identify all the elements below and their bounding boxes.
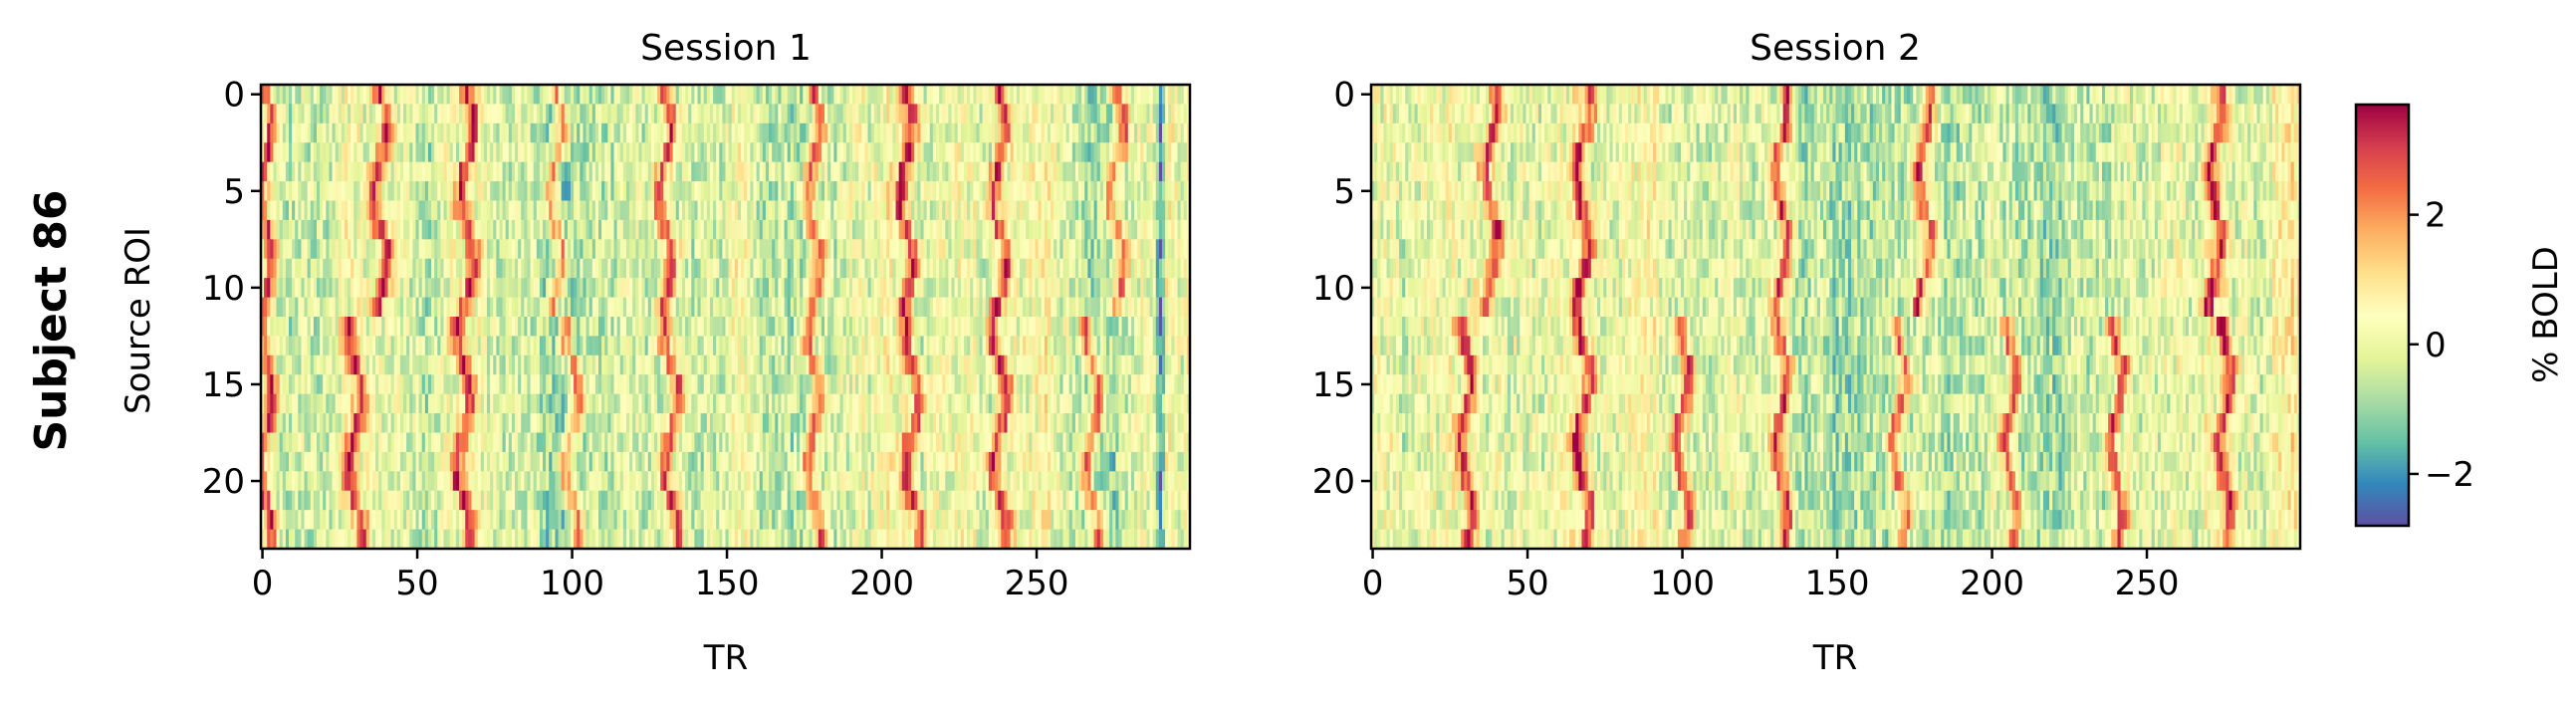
y-axis-label: Source ROI (118, 227, 158, 414)
heatmap-cell (493, 181, 500, 201)
heatmap-cell (1062, 85, 1069, 105)
heatmap-cell (747, 85, 754, 105)
heatmap-cell (1140, 85, 1147, 105)
panel-title-session-1: Session 1 (640, 28, 812, 69)
heatmap-cell (419, 201, 426, 221)
x-axis-label-session-1: TR (703, 638, 748, 678)
heatmap-cell (763, 123, 770, 143)
heatmap-cell (437, 142, 444, 162)
heatmap-cell (924, 142, 931, 162)
heatmap-panel-session-1: Session 1 Source ROI TR 0 50 100 150 200 250 … (118, 28, 1191, 678)
heatmap-cell (927, 85, 934, 105)
heatmap-cell (800, 123, 807, 143)
heatmap-cells-session-1 (261, 85, 1191, 550)
subject-row-label: Subject 86 (26, 189, 77, 451)
heatmap-cell (952, 181, 959, 201)
